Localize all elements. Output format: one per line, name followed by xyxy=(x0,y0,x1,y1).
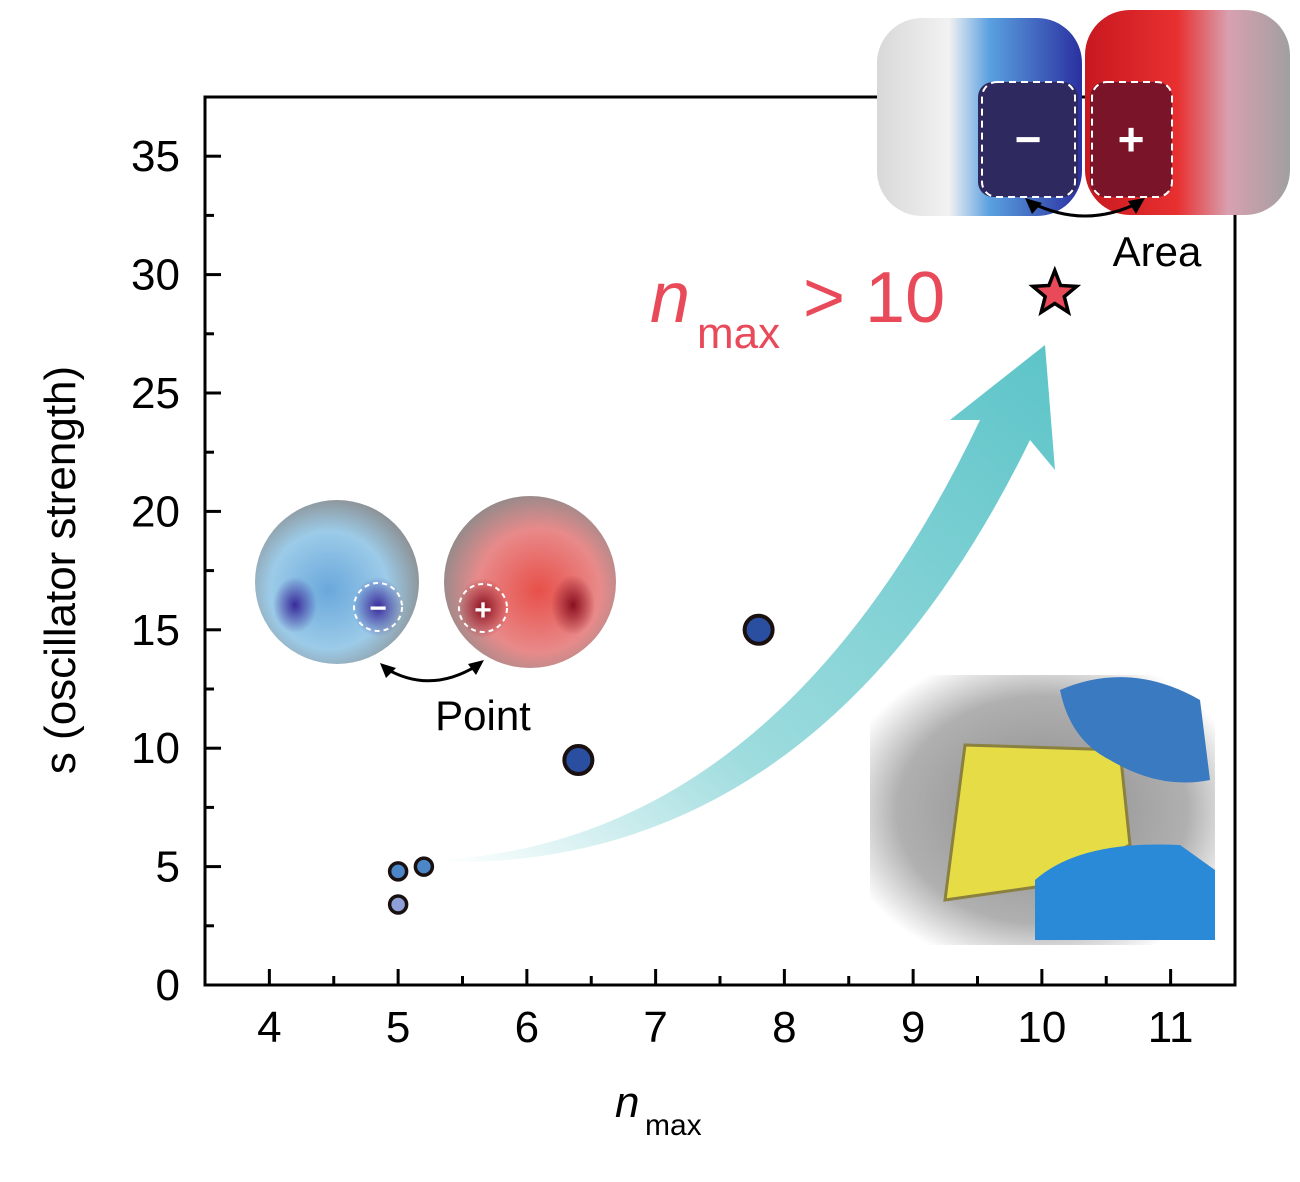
data-point xyxy=(562,744,595,777)
axis-ticks: 4 5 6 7 8 9 10 11 0 5 10 15 20 25 30 35 xyxy=(131,132,1193,1052)
y-axis-label: s (oscillator strength) xyxy=(36,366,85,774)
svg-text:−: − xyxy=(1015,113,1042,165)
trend-arrow xyxy=(440,345,1055,863)
photo-inset xyxy=(870,675,1215,945)
x-tick-label: 6 xyxy=(515,1003,539,1052)
svg-text:max: max xyxy=(697,309,780,358)
data-point xyxy=(387,894,409,915)
data-marks xyxy=(387,265,1082,915)
y-tick-label: 25 xyxy=(131,369,180,418)
svg-text:> 10: > 10 xyxy=(803,258,945,338)
threshold-annotation: n max > 10 xyxy=(650,258,945,358)
y-tick-label: 35 xyxy=(131,132,180,181)
x-axis-label: n xyxy=(615,1078,639,1127)
point-label: Point xyxy=(435,692,531,739)
svg-text:−: − xyxy=(369,592,387,625)
x-tick-label: 9 xyxy=(901,1003,925,1052)
y-tick-label: 0 xyxy=(156,961,180,1010)
x-tick-label: 7 xyxy=(643,1003,667,1052)
x-tick-label: 11 xyxy=(1148,1003,1194,1052)
x-tick-label: 4 xyxy=(257,1003,281,1052)
area-label: Area xyxy=(1113,228,1202,275)
x-tick-label: 5 xyxy=(386,1003,410,1052)
y-tick-label: 5 xyxy=(156,843,180,892)
svg-text:n: n xyxy=(650,258,690,338)
data-point xyxy=(387,861,409,882)
svg-text:+: + xyxy=(1118,113,1145,165)
y-tick-label: 30 xyxy=(131,251,180,300)
point-dipole-illustration: − + Point xyxy=(255,496,616,739)
area-dipole-illustration: − + Area xyxy=(877,10,1290,275)
y-tick-label: 10 xyxy=(131,724,180,773)
x-axis-label-sub: max xyxy=(645,1109,702,1142)
y-tick-label: 15 xyxy=(131,606,180,655)
y-tick-label: 20 xyxy=(131,487,180,536)
data-point xyxy=(413,856,435,877)
x-tick-label: 10 xyxy=(1017,1003,1066,1052)
svg-text:+: + xyxy=(474,594,492,627)
data-point xyxy=(742,613,775,646)
x-tick-label: 8 xyxy=(772,1003,796,1052)
data-point-star xyxy=(1028,265,1082,317)
